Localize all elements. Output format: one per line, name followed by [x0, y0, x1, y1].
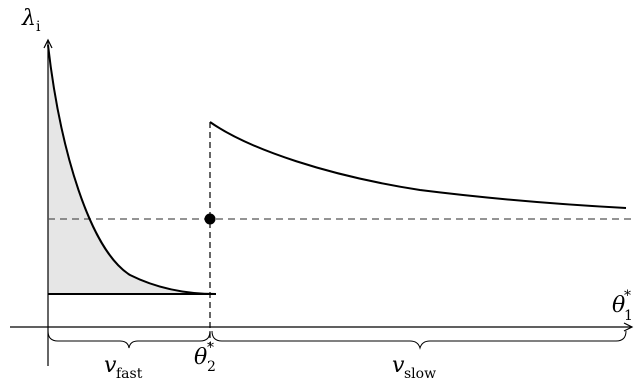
threshold-label: θ	[194, 345, 207, 370]
x-axis-label: θ	[612, 293, 625, 318]
x-axis-label-superscript: *	[624, 288, 631, 304]
slow-curve	[209, 121, 627, 209]
fast-label: v	[104, 353, 117, 378]
shaded-fast-region	[48, 45, 216, 294]
x-axis-arrow	[623, 322, 634, 332]
threshold-label-superscript: *	[207, 340, 214, 356]
fast-brace	[47, 330, 211, 349]
x-axis-label-subscript: 1	[624, 308, 633, 324]
y-axis-arrow	[43, 38, 53, 49]
fast-label-subscript: fast	[116, 366, 143, 382]
y-axis-label-subscript: i	[36, 19, 41, 35]
threshold-label-subscript: 2	[207, 359, 216, 375]
slow-label: v	[392, 353, 405, 378]
slow-label-subscript: slow	[404, 366, 436, 382]
slow-brace	[211, 330, 627, 350]
y-axis-label: λ	[21, 6, 36, 31]
intersection-dot	[204, 213, 216, 225]
fast-curve	[47, 44, 217, 295]
